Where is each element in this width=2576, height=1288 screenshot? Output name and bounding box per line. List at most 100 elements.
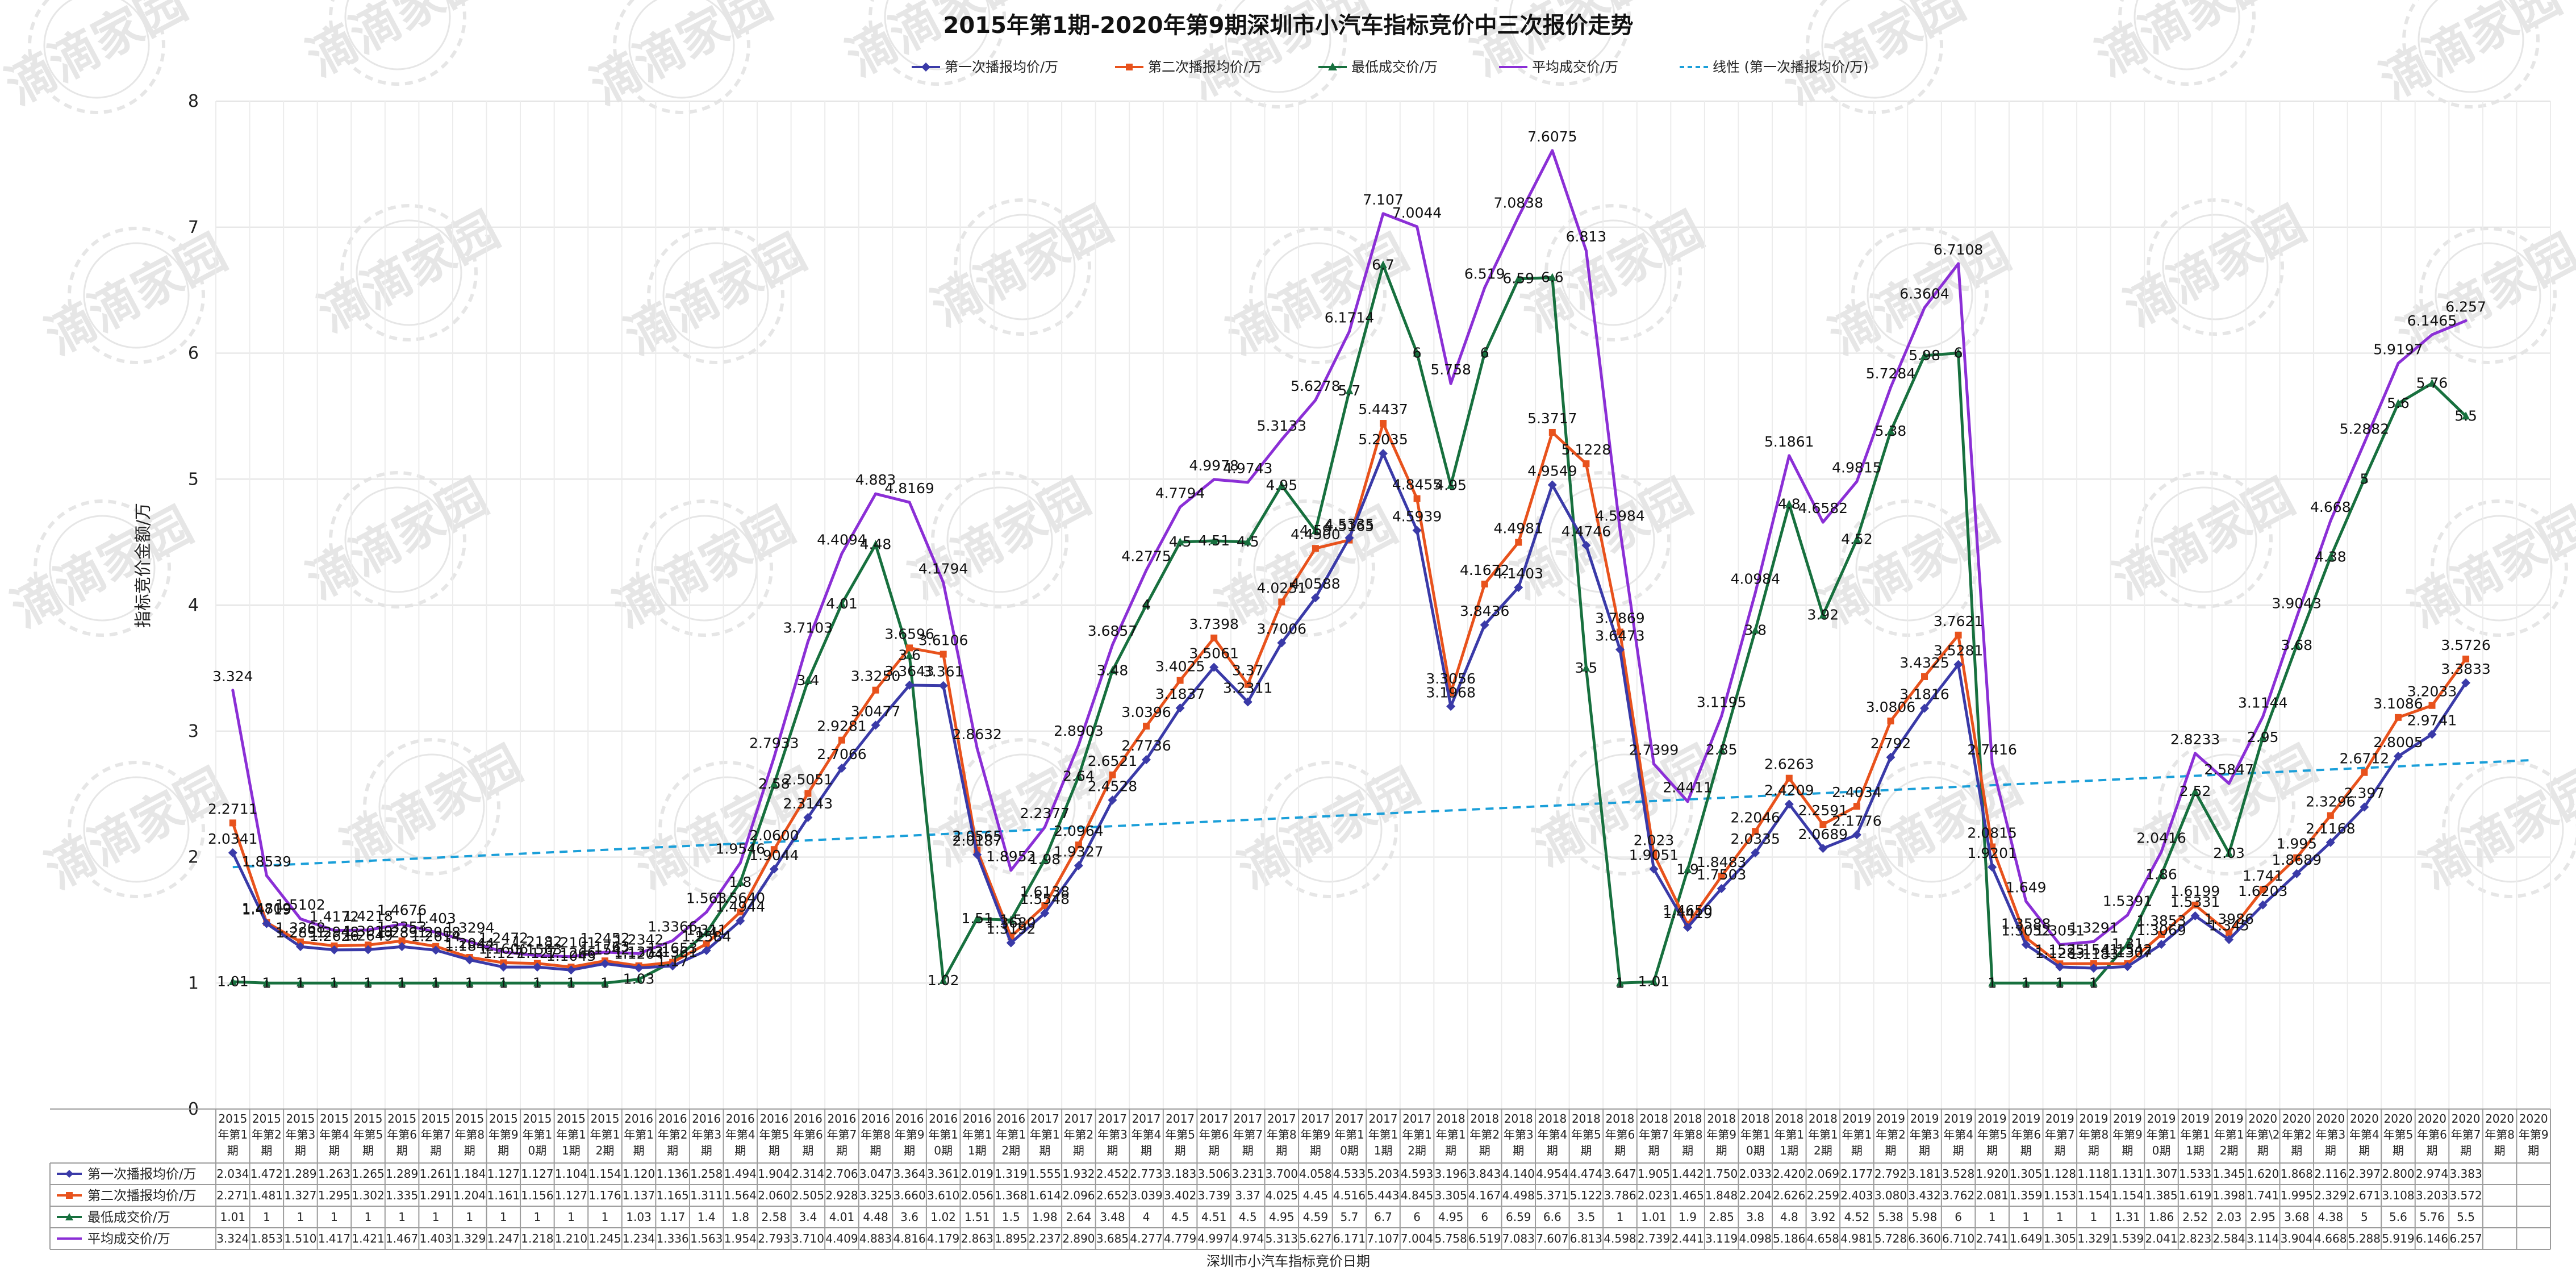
table-cell: 4.845 bbox=[1401, 1189, 1433, 1202]
y-tick-label: 2 bbox=[188, 848, 199, 868]
data-point bbox=[975, 747, 979, 750]
data-point bbox=[2394, 714, 2402, 721]
data-point bbox=[804, 676, 812, 685]
x-tick-year: 2019 bbox=[1910, 1112, 1939, 1126]
legend-item: 第一次播报均价/万 bbox=[912, 59, 1058, 75]
data-label: 6.1465 bbox=[2407, 312, 2457, 329]
data-point bbox=[400, 923, 404, 926]
data-label: 2.9741 bbox=[2407, 712, 2457, 729]
data-label: 5.5 bbox=[2454, 407, 2477, 424]
table-cell: 3.383 bbox=[2449, 1167, 2482, 1181]
table-cell: 3.5 bbox=[1577, 1210, 1595, 1224]
data-point bbox=[1788, 454, 1791, 457]
data-label: 4.0588 bbox=[1291, 576, 1340, 592]
data-point bbox=[536, 954, 539, 957]
table-cell: 5.919 bbox=[2382, 1232, 2414, 1245]
table-cell: 1.619 bbox=[2179, 1189, 2211, 1202]
data-point bbox=[2428, 378, 2436, 387]
table-cell: 1.904 bbox=[758, 1167, 790, 1181]
x-tick-period: 期 bbox=[1851, 1144, 1863, 1157]
table-cell: 4.8 bbox=[1780, 1210, 1798, 1224]
data-label: 1.1542 bbox=[580, 941, 629, 958]
x-tick-issue: 年第1 bbox=[1436, 1128, 1466, 1141]
x-tick-period: 期 bbox=[498, 1144, 509, 1157]
table-cell: 5.6 bbox=[2389, 1210, 2407, 1224]
data-label: 1.03 bbox=[623, 971, 655, 987]
data-point bbox=[332, 929, 336, 932]
data-point bbox=[2261, 715, 2265, 718]
data-point bbox=[502, 950, 505, 953]
x-tick-year: 2015 bbox=[421, 1112, 450, 1126]
data-point bbox=[2056, 978, 2064, 987]
data-label: 1.3680 bbox=[986, 915, 1036, 931]
data-point bbox=[1277, 481, 1286, 489]
data-point bbox=[1785, 499, 1793, 508]
x-tick-period: 期 bbox=[2325, 1144, 2336, 1157]
data-label: 3.361 bbox=[923, 664, 964, 680]
x-tick-period: 0期 bbox=[528, 1144, 547, 1157]
x-tick-period: 期 bbox=[1885, 1144, 1896, 1157]
table-cell: 1.154 bbox=[588, 1167, 621, 1181]
x-tick-issue: 年第3 bbox=[286, 1128, 316, 1141]
data-point bbox=[2361, 769, 2368, 776]
data-point bbox=[1582, 663, 1590, 672]
x-tick-label: 2016 年第3 期 bbox=[691, 1112, 721, 1157]
table-cell: 4.5 bbox=[1239, 1210, 1257, 1224]
x-tick-year: 2018 bbox=[1437, 1112, 1466, 1126]
x-tick-period: 期 bbox=[1310, 1144, 1321, 1157]
data-label: 1 bbox=[499, 974, 508, 991]
table-cell: 1.995 bbox=[2281, 1189, 2313, 1202]
x-tick-period: 2期 bbox=[1408, 1144, 1426, 1157]
table-cell: 3.080 bbox=[1874, 1189, 1907, 1202]
x-tick-label: 2016 年第9 期 bbox=[895, 1112, 925, 1157]
table-cell: 3.047 bbox=[859, 1167, 892, 1181]
table-cell: 1.245 bbox=[588, 1232, 621, 1245]
x-tick-year: 2020 bbox=[2452, 1112, 2481, 1126]
table-cell: 2.52 bbox=[2182, 1210, 2208, 1224]
data-point bbox=[634, 974, 643, 983]
table-cell: 2.096 bbox=[1062, 1189, 1095, 1202]
x-tick-year: 2019 bbox=[1978, 1112, 2007, 1126]
watermark-ring-inner bbox=[2134, 0, 2240, 70]
data-point bbox=[1243, 697, 1252, 707]
table-cell: 4.01 bbox=[829, 1210, 855, 1224]
x-tick-year: 2017 bbox=[1132, 1112, 1161, 1126]
table-cell: 1.620 bbox=[2247, 1167, 2279, 1181]
data-label: 4.8 bbox=[1778, 496, 1801, 512]
data-label: 6.59 bbox=[1502, 270, 1534, 287]
table-cell: 3.324 bbox=[216, 1232, 249, 1245]
x-tick-issue: 年第2 bbox=[1876, 1128, 1906, 1141]
data-label: 1.1542 bbox=[2103, 941, 2152, 958]
data-point bbox=[329, 945, 339, 954]
legend: 第一次播报均价/万 第二次播报均价/万 最低成交价/万 平均成交价/万 线性 (第一次播… bbox=[912, 59, 1868, 75]
data-label: 4.48 bbox=[860, 536, 892, 553]
table-cell: 1.932 bbox=[1062, 1167, 1095, 1181]
data-point bbox=[299, 917, 302, 920]
table-cell: 2.452 bbox=[1096, 1167, 1129, 1181]
data-point bbox=[1345, 386, 1354, 395]
data-point bbox=[703, 940, 710, 948]
data-label: 1.4809 bbox=[242, 901, 291, 917]
data-label: 1.9201 bbox=[1967, 845, 2016, 861]
x-tick-issue: 年第5 bbox=[1571, 1128, 1601, 1141]
x-tick-year: 2016 bbox=[726, 1112, 755, 1126]
x-tick-period: 期 bbox=[904, 1144, 915, 1157]
x-tick-year: 2016 bbox=[828, 1112, 857, 1126]
table-cell: 1 bbox=[432, 1210, 440, 1224]
table-cell: 1.741 bbox=[2247, 1189, 2279, 1202]
x-tick-year: 2016 bbox=[624, 1112, 653, 1126]
data-label: 4.5 bbox=[1237, 533, 1259, 550]
data-label: 3.8436 bbox=[1460, 603, 1509, 619]
data-label: 3.1968 bbox=[1426, 684, 1475, 701]
table-cell: 3.610 bbox=[927, 1189, 959, 1202]
table-cell: 2.397 bbox=[2348, 1167, 2381, 1181]
table-cell: 2.823 bbox=[2179, 1232, 2211, 1245]
data-label: 1.9327 bbox=[1054, 844, 1103, 860]
table-cell: 1.868 bbox=[2281, 1167, 2313, 1181]
x-tick-period: 期 bbox=[1479, 1144, 1491, 1157]
table-cell: 1 bbox=[2090, 1210, 2098, 1224]
x-tick-issue: 年第1 bbox=[556, 1128, 586, 1141]
data-label: 1.1204 bbox=[614, 946, 663, 962]
table-cell: 1.305 bbox=[2010, 1167, 2042, 1181]
data-point bbox=[1615, 978, 1624, 987]
